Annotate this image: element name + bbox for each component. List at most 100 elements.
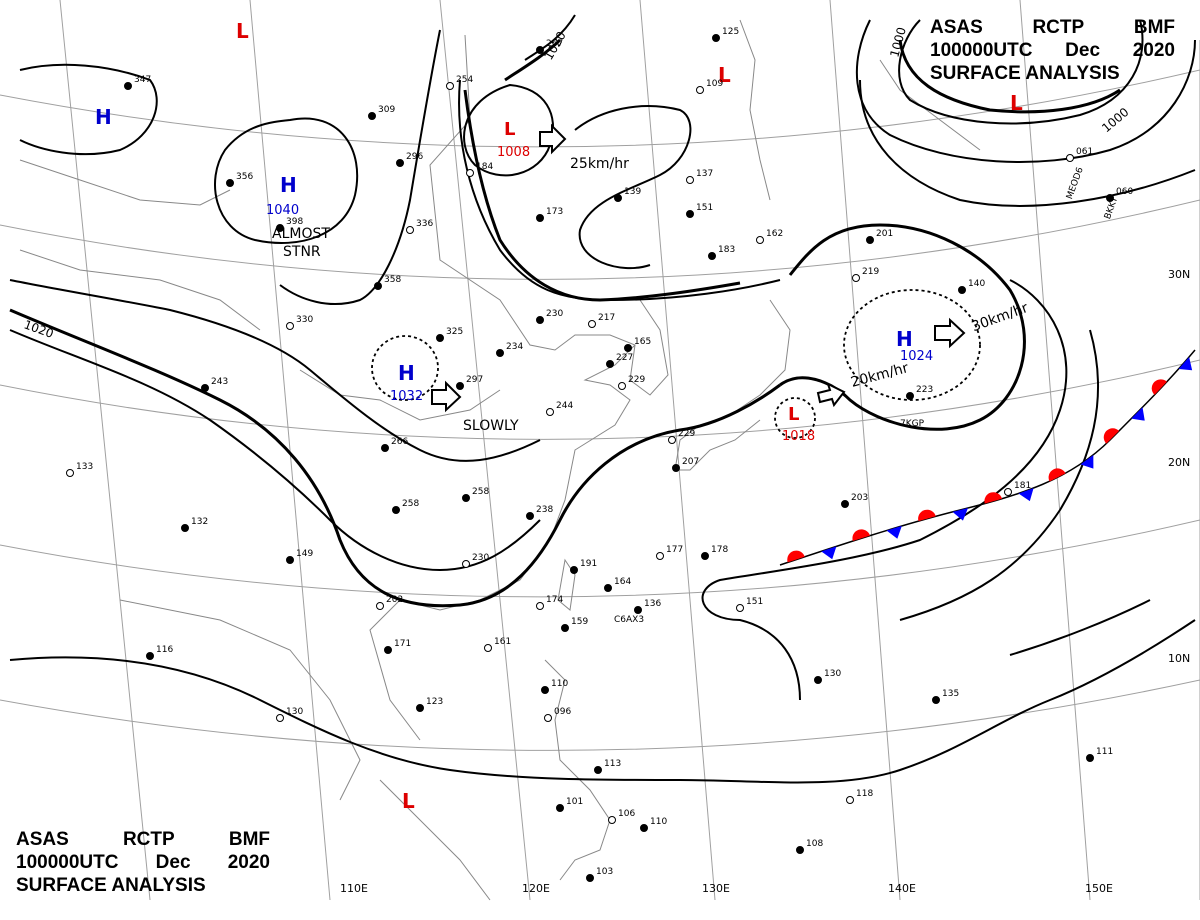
station-pressure-label: 223: [916, 385, 933, 395]
station-id-7kgp: 7KGP: [900, 419, 925, 429]
station-pressure-label: 202: [386, 595, 403, 605]
parallel-20n: [0, 359, 1200, 440]
title-top-right-line1: ASAS RCTP BMF: [930, 16, 1175, 39]
station-marker: [814, 676, 822, 684]
station-pressure-label: 191: [580, 559, 597, 569]
arrow-low-1018: [816, 382, 846, 408]
station-pressure-label: 217: [598, 313, 615, 323]
station-marker: [484, 644, 492, 652]
station-pressure-label: 347: [134, 75, 151, 85]
station-marker: [286, 322, 294, 330]
meridian-140e: [829, 0, 901, 901]
title-bottom-left-month: Dec: [155, 852, 191, 873]
station-pressure-label: 201: [876, 229, 893, 239]
station-marker: [1106, 194, 1114, 202]
station-marker: [701, 552, 709, 560]
lon-labels: 110E 120E 130E 140E 150E: [340, 882, 1113, 895]
station-pressure-label: 229: [628, 375, 645, 385]
station-marker: [614, 194, 622, 202]
parallel-30n: [0, 199, 1200, 280]
graticule: [0, 0, 1200, 901]
cold-front-triangle: [886, 525, 902, 539]
cold-front-triangle: [821, 546, 837, 560]
station-marker: [436, 334, 444, 342]
station-pressure-label: 133: [76, 462, 93, 472]
lon-label-150e: 150E: [1085, 882, 1113, 895]
coast-sakhalin: [739, 19, 771, 201]
station-pressure-label: 130: [824, 669, 841, 679]
pressure-centres: H 1040 H 1032 H 1024 H L 1008 L 1018 L L…: [95, 19, 1023, 813]
station-marker: [796, 846, 804, 854]
lat-label-30n: 30N: [1168, 268, 1190, 281]
high-1040-value: 1040: [266, 203, 299, 218]
title-bottom-left-line2: 100000UTC Dec 2020: [16, 851, 270, 874]
arrow-high-1024: [934, 317, 966, 349]
station-pressure-label: 136: [644, 599, 661, 609]
lon-label-120e: 120E: [522, 882, 550, 895]
station-marker: [536, 46, 544, 54]
isobar-north-1: [279, 29, 441, 306]
lon-label-110e: 110E: [340, 882, 368, 895]
warm-front-semicircle: [1048, 468, 1066, 482]
meridian-130e: [639, 0, 716, 901]
station-pressure-label: 130: [286, 707, 303, 717]
isobar-east-3: [1009, 599, 1151, 656]
speed-label-slowly: SLOWLY: [463, 418, 519, 434]
station-marker: [932, 696, 940, 704]
high-1032-value: 1032: [390, 389, 423, 404]
low-1008-value: 1008: [497, 145, 530, 160]
station-marker: [640, 824, 648, 832]
station-pressure-label: 139: [624, 187, 641, 197]
station-pressure-label: 132: [191, 517, 208, 527]
station-marker: [686, 176, 694, 184]
station-pressure-label: 267: [546, 39, 563, 49]
station-marker: [672, 464, 680, 472]
station-pressure-label: 164: [614, 577, 631, 587]
station-pressure-label: 171: [394, 639, 411, 649]
coast-indochina: [119, 599, 361, 801]
station-pressure-label: 258: [402, 499, 419, 509]
station-pressure-label: 183: [718, 245, 735, 255]
coast-interior-2: [19, 249, 261, 331]
station-pressure-label: 109: [706, 79, 723, 89]
arrow-high-1032: [431, 380, 462, 413]
station-marker: [276, 224, 284, 232]
station-pressure-label: 110: [551, 679, 568, 689]
station-pressure-label: 174: [546, 595, 563, 605]
low-1018-value: 1018: [782, 429, 815, 444]
meridian-100e: [59, 0, 151, 901]
high-1032-letter: H: [398, 361, 415, 385]
station-pressure-label: 356: [236, 172, 253, 182]
high-west-letter: H: [95, 105, 112, 129]
station-marker: [466, 169, 474, 177]
isobar-north-3: [524, 14, 576, 61]
station-marker: [846, 796, 854, 804]
isobar-west-lobe: [19, 63, 158, 156]
low-south-letter: L: [402, 789, 415, 813]
station-pressure-label: 398: [286, 217, 303, 227]
title-top-right-line2: 100000UTC Dec 2020: [930, 39, 1175, 62]
isobar-east-1: [701, 279, 1068, 701]
title-top-right-year: 2020: [1132, 40, 1175, 61]
station-marker: [606, 360, 614, 368]
station-marker: [462, 494, 470, 502]
low-1018-letter: L: [788, 404, 799, 425]
low-north-letter: L: [236, 19, 249, 43]
station-pressure-label: 151: [746, 597, 763, 607]
cold-front-triangle: [1080, 454, 1094, 469]
station-marker: [736, 604, 744, 612]
station-pressure-label: 108: [806, 839, 823, 849]
station-pressure-label: 266: [391, 437, 408, 447]
station-marker: [712, 34, 720, 42]
station-pressure-label: 140: [968, 279, 985, 289]
title-top-right-centre: RCTP: [1032, 17, 1085, 38]
station-marker: [536, 214, 544, 222]
title-bottom-left-line1: ASAS RCTP BMF: [16, 828, 270, 851]
isobar-ne-1000: [898, 19, 1144, 125]
station-marker: [541, 686, 549, 694]
title-top-right-agency: BMF: [1133, 17, 1175, 38]
stationary-front: [779, 349, 1196, 566]
title-bottom-left-time: 100000UTC: [16, 852, 119, 873]
low-1008-letter: L: [504, 119, 515, 140]
station-marker: [536, 316, 544, 324]
